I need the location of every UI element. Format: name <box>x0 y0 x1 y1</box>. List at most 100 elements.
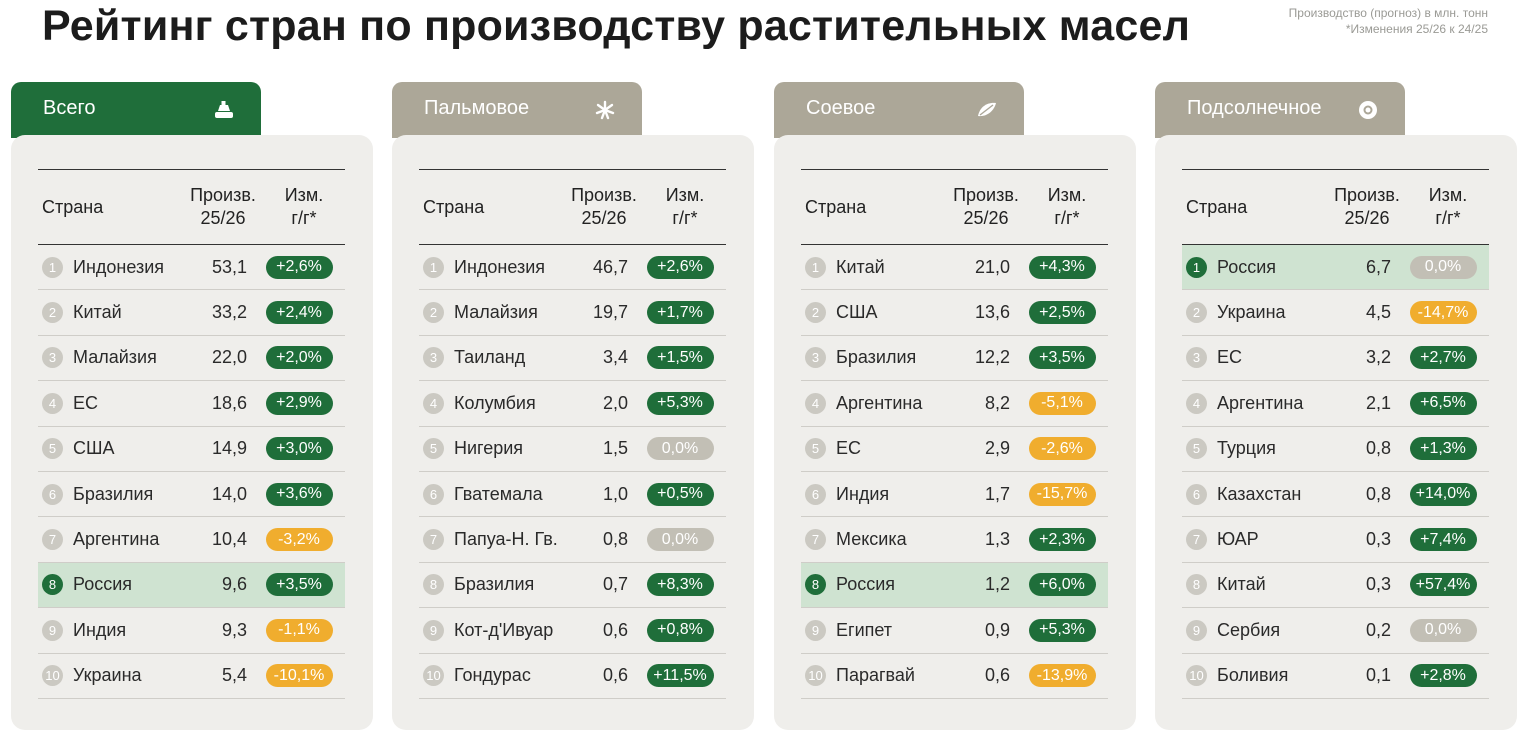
rank-badge: 4 <box>42 392 63 414</box>
change-badge: +7,4% <box>1409 528 1477 552</box>
country-name: Кот-д'Ивуар <box>454 619 554 640</box>
country-name: Бразилия <box>73 483 154 504</box>
rank-badge: 8 <box>42 574 63 596</box>
table-row: 5 ЕС 2,9 -2,6% <box>801 427 1108 472</box>
change-badge: +3,0% <box>265 437 333 461</box>
table-row: 7 Папуа-Н. Гв. 0,8 0,0% <box>419 517 726 563</box>
change-cell: +1,5% <box>634 346 726 370</box>
table-row: 4 ЕС 18,6 +2,9% <box>38 381 345 427</box>
tab-2[interactable]: Пальмовое <box>392 82 642 138</box>
change-badge: +8,3% <box>646 573 714 597</box>
table-row: 2 США 13,6 +2,5% <box>801 290 1108 336</box>
header-change: Изм. г/г* <box>644 184 726 230</box>
change-badge: +3,6% <box>265 482 333 506</box>
tab-label: Подсолнечное <box>1187 97 1322 119</box>
table-header: Страна Произв. 25/26 Изм. г/г* <box>1182 169 1489 245</box>
change-badge: +1,5% <box>646 346 714 370</box>
country-name: Аргентина <box>836 392 923 413</box>
table-row: 6 Индия 1,7 -15,7% <box>801 472 1108 518</box>
change-cell: -2,6% <box>1016 437 1108 461</box>
country-name: Украина <box>1217 302 1286 323</box>
header-country: Страна <box>805 196 867 217</box>
table-card: Страна Произв. 25/26 Изм. г/г* 1 Индонез… <box>11 135 373 730</box>
table-card: Страна Произв. 25/26 Изм. г/г* 1 Индонез… <box>392 135 754 730</box>
table-row: 3 ЕС 3,2 +2,7% <box>1182 336 1489 382</box>
soybean-icon <box>976 100 998 120</box>
production-value: 6,7 <box>1365 256 1391 277</box>
table-row: 6 Бразилия 14,0 +3,6% <box>38 472 345 518</box>
page-title: Рейтинг стран по производству растительн… <box>42 2 1191 50</box>
table-row: 7 Мексика 1,3 +2,3% <box>801 517 1108 563</box>
table-row: 10 Боливия 0,1 +2,8% <box>1182 654 1489 699</box>
table-row: 1 Индонезия 46,7 +2,6% <box>419 245 726 291</box>
change-cell: +6,0% <box>1016 573 1108 597</box>
tab-3[interactable]: Соевое <box>774 82 1024 138</box>
rank-badge: 2 <box>423 302 444 324</box>
production-value: 0,3 <box>1365 529 1391 550</box>
change-badge: -3,2% <box>265 528 333 552</box>
rank-badge: 3 <box>1186 347 1207 369</box>
change-cell: +3,6% <box>253 482 345 506</box>
tab-1[interactable]: Всего <box>11 82 261 138</box>
table-row: 9 Египет 0,9 +5,3% <box>801 608 1108 654</box>
header-production-line2: 25/26 <box>581 208 627 228</box>
production-value: 0,3 <box>1365 574 1391 595</box>
table-row: 10 Парагвай 0,6 -13,9% <box>801 654 1108 699</box>
production-value: 18,6 <box>211 392 247 413</box>
change-cell: +8,3% <box>634 573 726 597</box>
ranking-table: Страна Произв. 25/26 Изм. г/г* 1 Индонез… <box>38 169 345 699</box>
production-value: 0,9 <box>984 619 1010 640</box>
production-value: 8,2 <box>984 392 1010 413</box>
table-row: 8 Россия 1,2 +6,0% <box>801 562 1108 609</box>
change-cell: +6,5% <box>1397 391 1489 415</box>
change-badge: +2,8% <box>1409 664 1477 688</box>
tab-4[interactable]: Подсолнечное <box>1155 82 1405 138</box>
rank-badge: 6 <box>1186 483 1207 505</box>
change-badge: +2,5% <box>1028 301 1096 325</box>
country-name: Китай <box>1217 574 1266 595</box>
change-cell: -13,9% <box>1016 664 1108 688</box>
table-row: 3 Бразилия 12,2 +3,5% <box>801 336 1108 382</box>
units-note-line2: *Изменения 25/26 к 24/25 <box>1345 22 1488 36</box>
table-row: 2 Украина 4,5 -14,7% <box>1182 290 1489 336</box>
header-country: Страна <box>423 196 485 217</box>
tab-label: Всего <box>43 97 96 119</box>
country-name: Россия <box>73 574 133 595</box>
palm-icon <box>594 100 616 120</box>
country-name: Аргентина <box>1217 392 1304 413</box>
change-cell: +4,3% <box>1016 255 1108 279</box>
table-row: 4 Колумбия 2,0 +5,3% <box>419 381 726 427</box>
rank-badge: 9 <box>1186 619 1207 641</box>
country-name: Индонезия <box>73 256 165 277</box>
change-cell: -1,1% <box>253 618 345 642</box>
header-change: Изм. г/г* <box>1026 184 1108 230</box>
country-name: США <box>836 302 878 323</box>
table-rows: 1 Индонезия 53,1 +2,6% 2 Китай 33,2 +2,4… <box>38 245 345 699</box>
header-change-line1: Изм. <box>284 185 324 205</box>
rank-badge: 8 <box>805 574 826 596</box>
header-country: Страна <box>1186 196 1248 217</box>
change-cell: +2,7% <box>1397 346 1489 370</box>
production-value: 0,8 <box>1365 438 1391 459</box>
production-value: 12,2 <box>974 347 1010 368</box>
rank-badge: 5 <box>423 438 444 460</box>
production-value: 0,7 <box>602 574 628 595</box>
production-value: 2,9 <box>984 438 1010 459</box>
country-name: Сербия <box>1217 619 1281 640</box>
table-header: Страна Произв. 25/26 Изм. г/г* <box>419 169 726 245</box>
change-badge: 0,0% <box>1409 255 1477 279</box>
change-cell: +1,7% <box>634 301 726 325</box>
change-cell: +0,8% <box>634 618 726 642</box>
tab-label: Пальмовое <box>424 97 530 119</box>
production-value: 1,7 <box>984 483 1010 504</box>
change-badge: +2,4% <box>265 301 333 325</box>
rank-badge: 10 <box>1186 665 1207 687</box>
production-value: 2,1 <box>1365 392 1391 413</box>
country-name: Таиланд <box>454 347 526 368</box>
production-value: 1,3 <box>984 529 1010 550</box>
rank-badge: 4 <box>423 392 444 414</box>
change-badge: 0,0% <box>1409 618 1477 642</box>
country-name: ЕС <box>1217 347 1243 368</box>
rank-badge: 6 <box>42 483 63 505</box>
header-production-line1: Произв. <box>571 185 637 205</box>
